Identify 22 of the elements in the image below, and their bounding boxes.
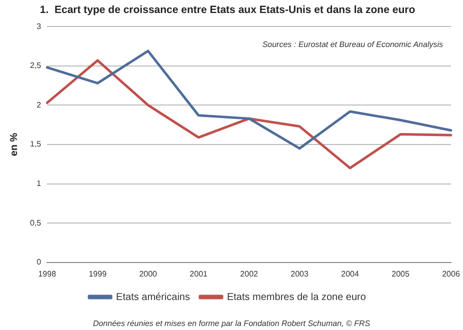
- x-tick-label: 2002: [240, 269, 259, 278]
- y-tick-label: 0,5: [30, 218, 42, 228]
- legend-label: Etats membres de la zone euro: [226, 292, 366, 303]
- annotation: Sources : Eurostat et Bureau of Economic Analysis: [262, 40, 443, 49]
- y-tick-label: 1: [36, 179, 42, 188]
- legend-label: Etats américains: [116, 292, 190, 303]
- y-tick-label: 1,5: [30, 140, 42, 149]
- y-tick-label: 2: [36, 100, 42, 110]
- x-tick-label: 2006: [442, 269, 460, 278]
- x-tick-label: 2003: [290, 269, 309, 278]
- y-tick-label: 3: [36, 22, 42, 31]
- x-tick-label: 2001: [190, 269, 208, 278]
- text: Données réunies et mises en forme par la Fondation Robert Schuman, © FRS: [92, 319, 371, 328]
- x-tick-label: 2000: [139, 269, 158, 278]
- x-tick-label: 2005: [392, 269, 410, 278]
- y-tick-label: 0: [36, 258, 42, 267]
- x-tick-label: 1998: [38, 269, 57, 278]
- y-tick-label: 2,5: [30, 61, 42, 70]
- x-tick-label: 1999: [88, 269, 108, 278]
- y-axis-title: en %: [8, 132, 20, 156]
- x-tick-label: 2004: [341, 269, 360, 278]
- chart-title: 1. Ecart type de croissance entre Etats aux Etats-Unis et dans la zone euro: [40, 4, 416, 16]
